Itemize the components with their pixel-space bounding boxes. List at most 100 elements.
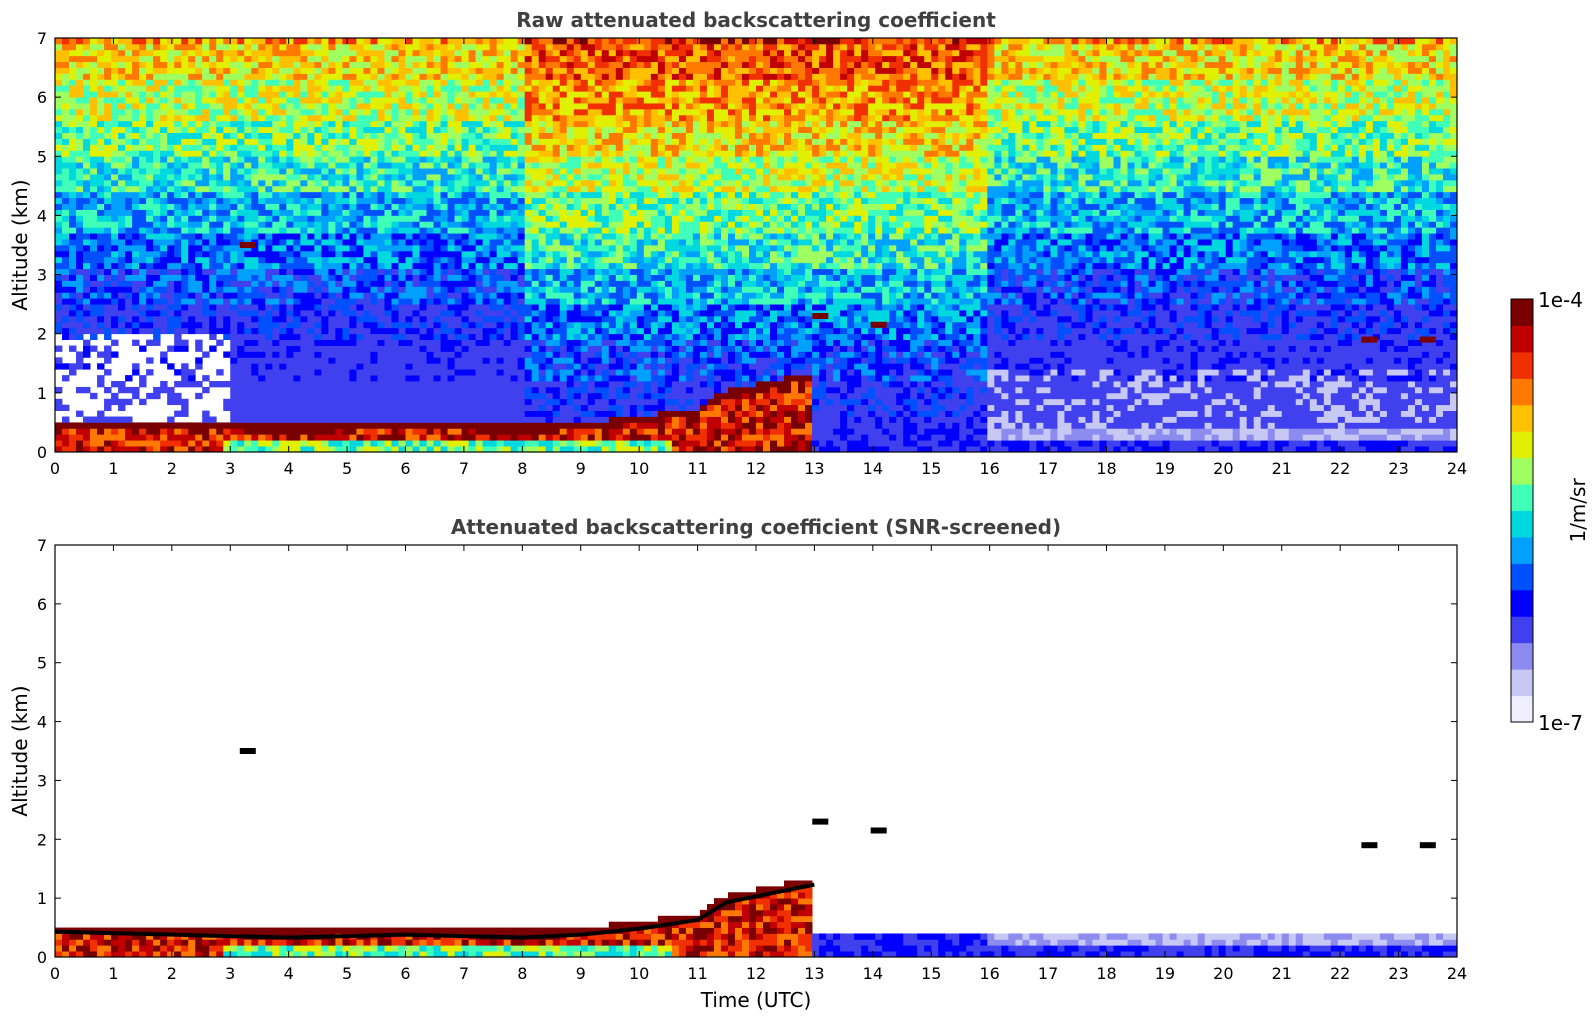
heatmap-cell <box>223 120 231 128</box>
heatmap-cell <box>412 126 420 134</box>
heatmap-cell <box>419 428 427 435</box>
heatmap-cell <box>545 239 554 246</box>
heatmap-cell <box>188 120 196 128</box>
heatmap-cell <box>545 250 554 258</box>
heatmap-cell <box>398 61 406 68</box>
heatmap-cell <box>202 256 210 264</box>
heatmap-cell <box>167 440 175 447</box>
heatmap-cell <box>433 144 441 151</box>
heatmap-cell <box>307 49 315 57</box>
heatmap-cell <box>447 162 455 169</box>
heatmap-cell <box>90 416 98 423</box>
heatmap-cell <box>335 185 343 193</box>
heatmap-cell <box>202 191 210 199</box>
heatmap-cell <box>132 114 140 122</box>
heatmap-cell <box>314 126 322 134</box>
heatmap-cell <box>188 245 196 252</box>
heatmap-cell <box>335 256 343 264</box>
heatmap-cell <box>405 49 413 57</box>
heatmap-cell <box>566 61 575 68</box>
heatmap-cell <box>377 85 385 92</box>
heatmap-cell <box>468 108 476 116</box>
heatmap-cell <box>531 126 540 134</box>
heatmap-cell <box>223 108 231 116</box>
heatmap-cell <box>314 392 322 400</box>
heatmap-cell <box>349 191 357 199</box>
heatmap-cell <box>503 203 512 210</box>
heatmap-cell <box>482 61 491 68</box>
heatmap-cell <box>531 245 540 252</box>
heatmap-cell <box>272 120 280 128</box>
heatmap-cell <box>244 168 252 175</box>
heatmap-cell <box>160 292 168 299</box>
heatmap-cell <box>230 185 238 193</box>
heatmap-cell <box>559 132 568 139</box>
heatmap-cell <box>188 168 196 175</box>
heatmap-cell <box>258 156 266 163</box>
heatmap-cell <box>412 274 420 281</box>
heatmap-cell <box>132 233 140 240</box>
heatmap-cell <box>188 114 196 122</box>
heatmap-cell <box>405 357 413 364</box>
heatmap-cell <box>363 345 371 352</box>
heatmap-cell <box>468 138 476 145</box>
heatmap-cell <box>482 108 491 116</box>
heatmap-cell <box>104 49 112 57</box>
heatmap-cell <box>454 43 462 51</box>
heatmap-cell <box>454 381 462 388</box>
heatmap-cell <box>398 416 406 423</box>
heatmap-cell <box>174 91 182 98</box>
heatmap-cell <box>153 185 161 193</box>
heatmap-cell <box>167 250 175 258</box>
heatmap-cell <box>90 209 98 216</box>
heatmap-cell <box>349 345 357 352</box>
heatmap-cell <box>559 114 568 122</box>
heatmap-cell <box>321 114 329 122</box>
heatmap-cell <box>461 428 469 435</box>
heatmap-cell <box>244 333 252 341</box>
heatmap-cell <box>132 262 140 270</box>
heatmap-cell <box>202 280 210 287</box>
heatmap-cell <box>412 327 420 335</box>
heatmap-cell <box>258 67 266 74</box>
heatmap-cell <box>405 38 413 45</box>
heatmap-cell <box>552 156 561 163</box>
heatmap-cell <box>419 103 427 110</box>
heatmap-cell <box>202 144 210 151</box>
heatmap-cell <box>496 49 505 57</box>
heatmap-cell <box>90 392 98 400</box>
heatmap-cell <box>545 150 554 157</box>
heatmap-cell <box>293 215 301 222</box>
heatmap-cell <box>356 79 364 86</box>
heatmap-cell <box>111 168 119 175</box>
heatmap-cell <box>405 55 413 63</box>
heatmap-cell <box>321 209 329 216</box>
heatmap-cell <box>468 203 476 210</box>
heatmap-cell <box>300 126 308 134</box>
heatmap-cell <box>342 280 350 287</box>
heatmap-cell <box>447 392 455 400</box>
heatmap-cell <box>475 221 484 228</box>
heatmap-cell <box>398 215 406 222</box>
heatmap-cell <box>202 268 210 275</box>
heatmap-cell <box>174 268 182 275</box>
heatmap-cell <box>552 392 561 400</box>
heatmap-cell <box>419 434 427 441</box>
heatmap-cell <box>237 345 245 352</box>
heatmap-cell <box>258 79 266 86</box>
heatmap-cell <box>363 203 371 210</box>
heatmap-cell <box>531 132 540 139</box>
heatmap-cell <box>139 274 147 281</box>
heatmap-cell <box>174 144 182 151</box>
heatmap-cell <box>76 422 84 429</box>
heatmap-cell <box>524 67 533 74</box>
heatmap-cell <box>272 422 280 429</box>
heatmap-cell <box>405 227 413 234</box>
heatmap-cell <box>321 333 329 341</box>
heatmap-cell <box>419 120 427 128</box>
heatmap-cell <box>307 434 315 441</box>
heatmap-cell <box>426 369 434 376</box>
heatmap-cell <box>489 150 498 157</box>
heatmap-cell <box>181 55 189 63</box>
heatmap-cell <box>237 375 245 382</box>
